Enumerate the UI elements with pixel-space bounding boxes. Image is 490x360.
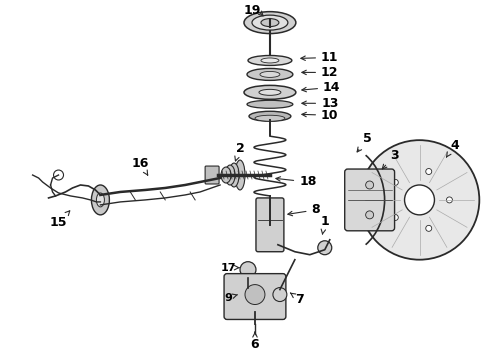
FancyBboxPatch shape [224,274,286,319]
Ellipse shape [249,111,291,121]
Circle shape [446,197,452,203]
Text: 4: 4 [446,139,459,157]
Circle shape [318,241,332,255]
Ellipse shape [244,85,296,99]
Text: 5: 5 [357,132,372,152]
Text: 6: 6 [251,332,259,351]
Text: 16: 16 [132,157,149,175]
Ellipse shape [225,165,235,185]
Ellipse shape [261,19,279,27]
Ellipse shape [255,115,285,121]
Ellipse shape [221,167,231,183]
Circle shape [245,285,265,305]
Ellipse shape [235,160,245,190]
Circle shape [392,215,398,220]
Text: 13: 13 [302,97,339,110]
Ellipse shape [259,89,281,95]
Text: 2: 2 [235,141,245,161]
Text: 1: 1 [320,215,329,234]
Ellipse shape [261,58,279,63]
Text: 9: 9 [224,293,238,302]
Circle shape [366,211,374,219]
Text: 8: 8 [288,203,320,216]
Text: 3: 3 [382,149,399,169]
Circle shape [240,262,256,278]
Circle shape [360,140,479,260]
Ellipse shape [247,68,293,80]
Ellipse shape [229,163,239,187]
Ellipse shape [92,185,109,215]
FancyBboxPatch shape [345,169,394,231]
Circle shape [426,168,432,175]
Circle shape [366,181,374,189]
Circle shape [392,179,398,185]
Text: 18: 18 [276,175,317,189]
Circle shape [426,225,432,231]
FancyBboxPatch shape [205,166,219,184]
Text: 7: 7 [291,293,304,306]
Ellipse shape [244,12,296,33]
Text: 15: 15 [50,211,70,229]
Text: 17: 17 [220,263,239,273]
Text: 11: 11 [301,51,339,64]
Text: 19: 19 [244,4,261,17]
Ellipse shape [252,15,288,30]
Ellipse shape [97,193,104,207]
Ellipse shape [248,55,292,66]
Ellipse shape [260,71,280,77]
FancyBboxPatch shape [256,198,284,252]
Circle shape [405,185,435,215]
Circle shape [273,288,287,302]
Text: 14: 14 [302,81,341,94]
Text: 12: 12 [302,66,339,79]
Ellipse shape [247,100,293,108]
Text: 10: 10 [302,109,339,122]
